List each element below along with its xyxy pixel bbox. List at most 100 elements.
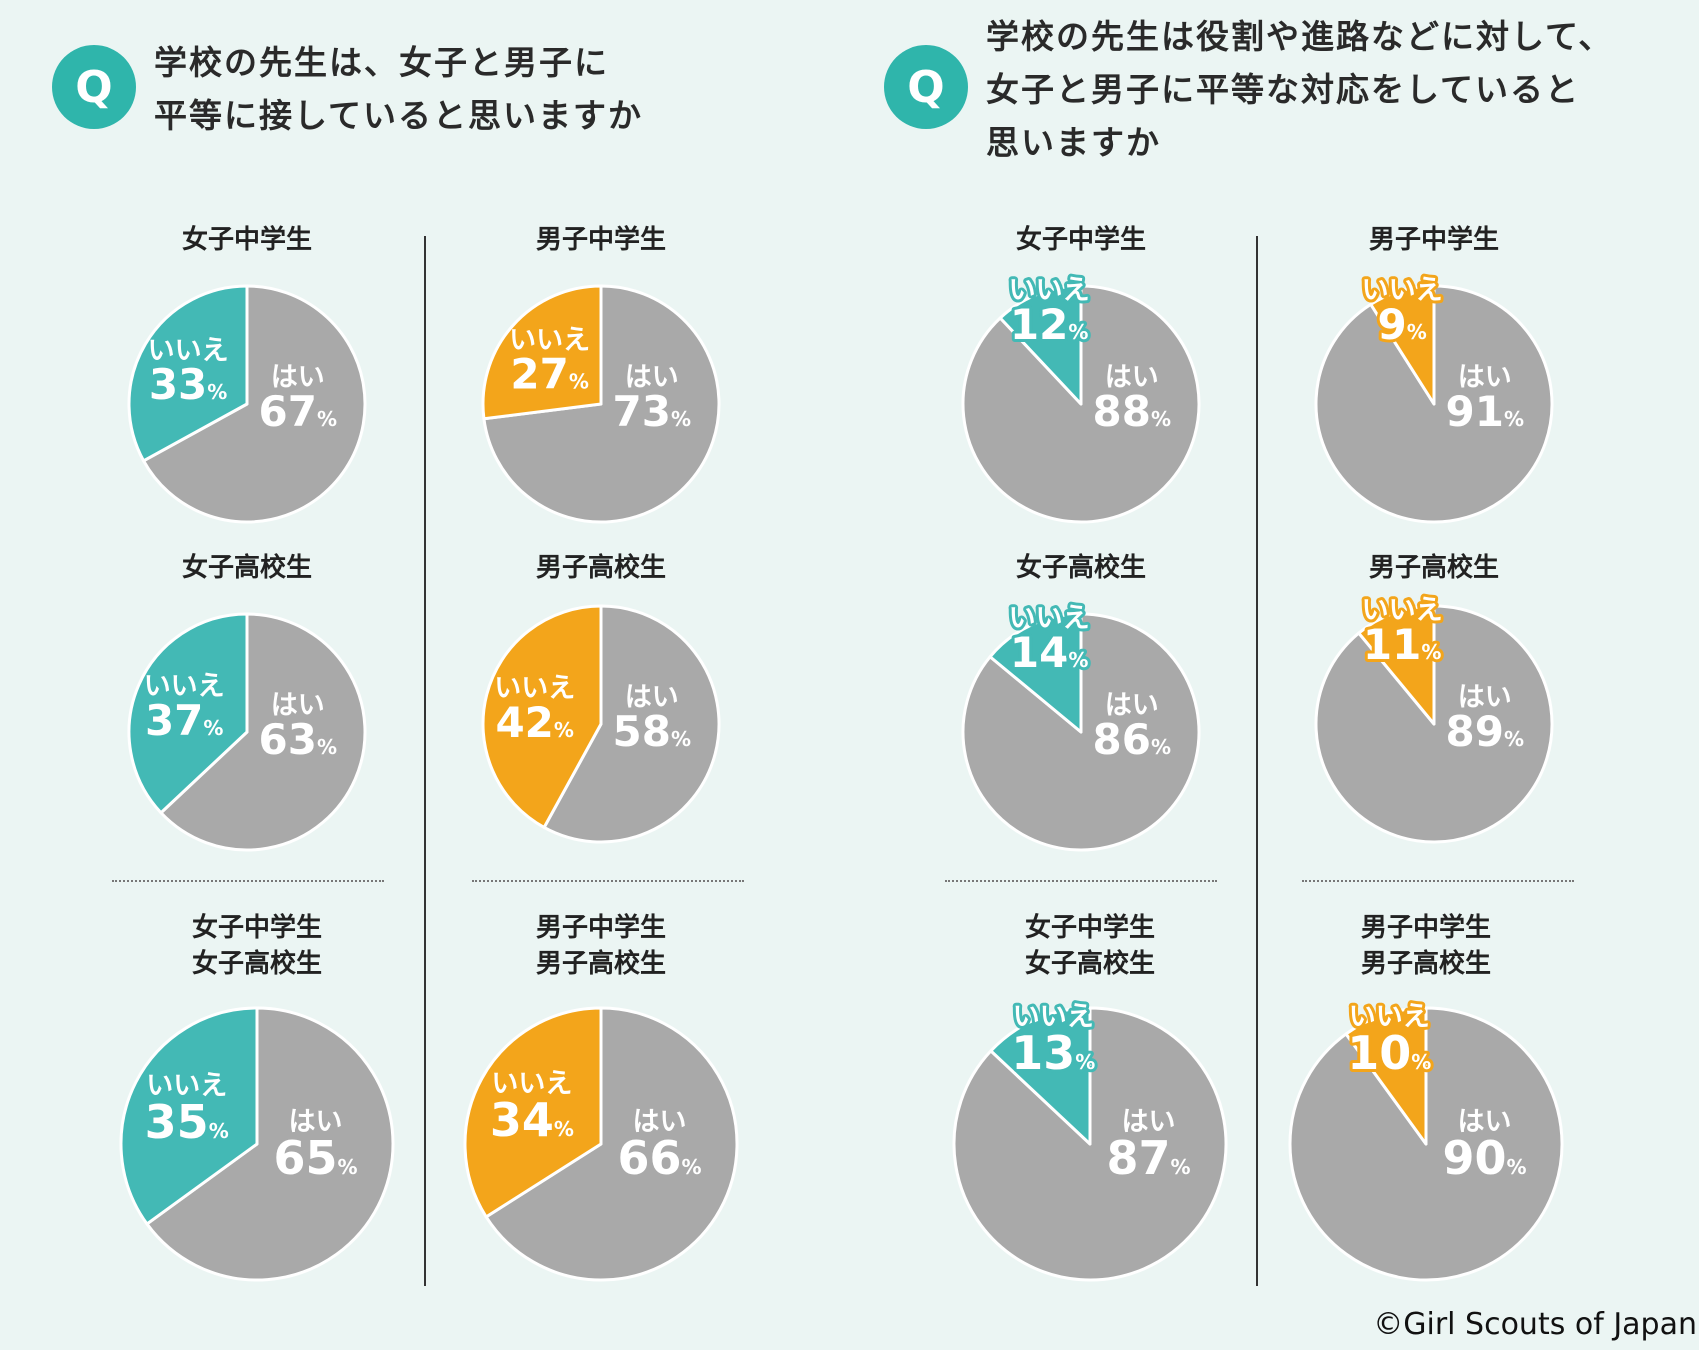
slice-value-unit: % bbox=[207, 380, 227, 404]
slice-label-value: 91% bbox=[1445, 387, 1524, 436]
slice-no bbox=[998, 284, 1083, 406]
slice-value-unit: % bbox=[1068, 648, 1088, 672]
slice-value-unit: % bbox=[1506, 1155, 1526, 1179]
slice-label-value: 63% bbox=[258, 715, 337, 764]
slice-no bbox=[127, 612, 249, 815]
question-line: 学校の先生は役割や進路などに対して、 bbox=[986, 17, 1614, 56]
slice-label-word: はい bbox=[632, 1106, 686, 1137]
slice-yes bbox=[145, 1006, 395, 1282]
slice-label-word: はい bbox=[271, 690, 325, 721]
slice-label-word: いいえ bbox=[1362, 275, 1443, 306]
slice-label-value: 13% bbox=[1011, 1026, 1095, 1080]
slice-label-value: 65% bbox=[273, 1131, 357, 1185]
slice-value-unit: % bbox=[337, 1155, 357, 1179]
slice-value-number: 65 bbox=[273, 1131, 337, 1185]
chart-title: 女子高校生 bbox=[192, 948, 322, 979]
slice-value-unit: % bbox=[1504, 727, 1524, 751]
slice-value-number: 10 bbox=[1347, 1026, 1411, 1080]
slice-value-unit: % bbox=[1504, 407, 1524, 431]
slice-label-value: 73% bbox=[612, 387, 691, 436]
question-line: 学校の先生は、女子と男子に bbox=[154, 43, 609, 82]
slice-value-unit: % bbox=[1151, 407, 1171, 431]
slice-value-number: 91 bbox=[1445, 387, 1503, 436]
slice-value-unit: % bbox=[203, 716, 223, 740]
slice-label-value: 35% bbox=[145, 1095, 229, 1149]
chart-title: 女子中学生 bbox=[1025, 912, 1155, 943]
slice-value-number: 58 bbox=[612, 707, 670, 756]
slice-value-number: 34 bbox=[490, 1093, 554, 1147]
slice-value-unit: % bbox=[681, 1155, 701, 1179]
slice-value-unit: % bbox=[1170, 1155, 1190, 1179]
chart-title: 男子高校生 bbox=[1369, 552, 1499, 583]
slice-value-number: 63 bbox=[258, 715, 316, 764]
slice-yes bbox=[961, 284, 1201, 524]
slice-yes bbox=[542, 604, 721, 844]
slice-value-unit: % bbox=[1075, 1050, 1095, 1074]
slice-no bbox=[127, 284, 249, 463]
slice-label-value: 37% bbox=[145, 696, 224, 745]
slice-yes bbox=[159, 612, 367, 852]
slice-value-number: 88 bbox=[1092, 387, 1150, 436]
slice-no bbox=[119, 1006, 259, 1226]
slice-label-value: 10% bbox=[1347, 1026, 1431, 1080]
divider-vertical-right bbox=[1256, 236, 1258, 1286]
slice-label-word: はい bbox=[271, 362, 325, 393]
slice-label-word: いいえ bbox=[144, 671, 225, 702]
slice-value-number: 89 bbox=[1445, 707, 1503, 756]
slice-value-unit: % bbox=[317, 407, 337, 431]
slice-no bbox=[989, 1006, 1092, 1146]
slice-value-unit: % bbox=[1411, 1050, 1431, 1074]
slice-value-unit: % bbox=[1421, 640, 1441, 664]
slice-value-unit: % bbox=[671, 407, 691, 431]
question-line: 女子と男子に平等な対応をしていると bbox=[986, 70, 1581, 109]
slice-value-number: 42 bbox=[495, 698, 553, 747]
slice-label-word: はい bbox=[288, 1106, 342, 1137]
slice-label-value: 86% bbox=[1092, 715, 1171, 764]
slice-value-number: 14 bbox=[1010, 628, 1068, 677]
slice-yes bbox=[142, 284, 367, 524]
chart-title: 女子高校生 bbox=[1016, 552, 1146, 583]
slice-label-word: いいえ bbox=[1362, 595, 1443, 626]
slice-no bbox=[463, 1006, 603, 1219]
question-1-text: 学校の先生は、女子と男子に 平等に接していると思いますか bbox=[154, 36, 643, 142]
chart-title: 女子中学生 bbox=[192, 912, 322, 943]
slice-value-number: 86 bbox=[1092, 715, 1150, 764]
slice-label-word: はい bbox=[1105, 690, 1159, 721]
slice-label-word: いいえ bbox=[1009, 603, 1090, 634]
slice-value-number: 90 bbox=[1442, 1131, 1506, 1185]
slice-label-value: 67% bbox=[258, 387, 337, 436]
slice-no bbox=[1369, 284, 1436, 406]
slice-value-number: 13 bbox=[1011, 1026, 1075, 1080]
slice-no bbox=[481, 604, 603, 829]
slice-label-value: 87% bbox=[1106, 1131, 1190, 1185]
slice-label-word: はい bbox=[1121, 1106, 1175, 1137]
q-icon: Q bbox=[52, 45, 136, 129]
slice-value-unit: % bbox=[317, 735, 337, 759]
chart-title: 女子中学生 bbox=[182, 224, 312, 255]
slice-value-unit: % bbox=[1068, 320, 1088, 344]
chart-title: 女子高校生 bbox=[182, 552, 312, 583]
slice-label-word: いいえ bbox=[509, 325, 590, 356]
slice-no bbox=[481, 284, 603, 421]
chart-title: 男子中学生 bbox=[536, 224, 666, 255]
slice-label-word: いいえ bbox=[148, 335, 229, 366]
slice-label-value: 90% bbox=[1442, 1131, 1526, 1185]
divider-dotted bbox=[472, 880, 744, 882]
slice-yes bbox=[484, 1006, 739, 1282]
divider-dotted bbox=[945, 880, 1217, 882]
question-2-text: 学校の先生は役割や進路などに対して、 女子と男子に平等な対応をしていると 思いま… bbox=[986, 10, 1613, 169]
slice-label-word: いいえ bbox=[1349, 1002, 1430, 1033]
slice-label-value: 27% bbox=[510, 350, 589, 399]
chart-title: 女子中学生 bbox=[1016, 224, 1146, 255]
q-icon: Q bbox=[884, 45, 968, 129]
slice-value-number: 27 bbox=[510, 350, 568, 399]
slice-label-value: 33% bbox=[149, 360, 228, 409]
